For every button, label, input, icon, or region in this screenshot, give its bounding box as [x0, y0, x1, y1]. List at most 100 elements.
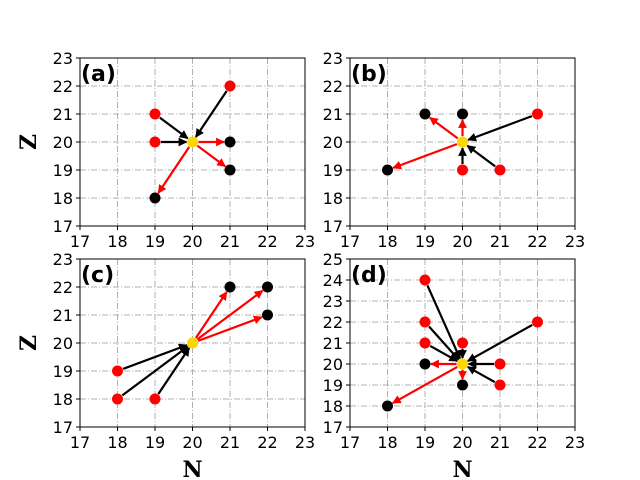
x-tick-label: 22 — [257, 232, 277, 251]
red-point — [494, 164, 506, 176]
y-tick-label: 24 — [323, 271, 343, 290]
x-tick-label: 20 — [452, 433, 472, 452]
x-tick-label: 21 — [220, 232, 240, 251]
center-point — [187, 136, 198, 148]
center-point — [457, 136, 468, 148]
red-point — [419, 316, 431, 328]
y-tick-label: 22 — [323, 313, 343, 332]
black-arrow — [426, 285, 462, 360]
y-tick-label: 19 — [53, 362, 73, 381]
black-point — [262, 309, 273, 321]
black-point — [419, 108, 431, 120]
x-tick-label: 20 — [182, 232, 202, 251]
x-tick-label: 17 — [70, 433, 90, 452]
y-tick-label: 19 — [323, 161, 343, 180]
panel-b: 17 18 19 20 21 22 23 17 18 19 20 21 22 23 (b) — [323, 49, 586, 251]
black-point — [419, 358, 431, 370]
x-tick-label: 19 — [415, 232, 435, 251]
red-point — [419, 274, 431, 286]
red-point — [419, 337, 431, 349]
panel-a: 17 18 19 20 21 22 23 17 18 19 20 21 22 23 (a) Z — [16, 49, 315, 251]
red-point — [494, 379, 506, 391]
red-point — [224, 80, 236, 92]
red-point — [494, 358, 506, 370]
red-point — [149, 393, 161, 405]
red-point — [532, 108, 543, 120]
y-axis-label: Z — [16, 134, 42, 150]
black-point — [382, 164, 393, 176]
x-tick-label: 23 — [295, 433, 315, 452]
black-point — [382, 400, 393, 412]
black-point — [457, 108, 468, 120]
x-tick-label: 21 — [490, 433, 510, 452]
x-tick-label: 17 — [340, 232, 360, 251]
x-tick-label: 22 — [527, 433, 547, 452]
y-tick-label: 23 — [53, 250, 73, 269]
plot-frame — [349, 258, 576, 428]
y-tick-label: 18 — [323, 189, 343, 208]
x-tick-label: 20 — [182, 433, 202, 452]
black-point — [262, 281, 273, 293]
x-tick-label: 18 — [377, 433, 397, 452]
y-axis-label: Z — [16, 335, 42, 351]
y-tick-label: 20 — [323, 133, 343, 152]
red-point — [457, 337, 468, 349]
y-tick-label: 23 — [323, 292, 343, 311]
black-arrow — [159, 116, 189, 140]
black-point — [224, 136, 236, 148]
y-tick-label: 17 — [323, 418, 343, 437]
red-point — [149, 108, 161, 120]
black-arrow — [467, 115, 533, 142]
red-point — [149, 136, 161, 148]
y-tick-label: 22 — [53, 278, 73, 297]
y-tick-label: 19 — [53, 161, 73, 180]
x-tick-label: 19 — [415, 433, 435, 452]
x-tick-label: 19 — [145, 232, 165, 251]
y-tick-label: 19 — [323, 376, 343, 395]
red-arrow — [429, 116, 459, 140]
panel-label: (a) — [81, 62, 116, 87]
x-axis-label: N — [452, 457, 472, 480]
y-tick-label: 21 — [323, 334, 343, 353]
plot-frame — [79, 258, 306, 428]
x-tick-label: 21 — [490, 232, 510, 251]
black-arrow — [429, 344, 459, 363]
red-arrow — [157, 146, 191, 194]
y-tick-label: 18 — [53, 189, 73, 208]
x-tick-label: 23 — [565, 232, 585, 251]
red-arrow — [194, 291, 228, 339]
red-point — [112, 365, 123, 377]
y-tick-label: 20 — [53, 133, 73, 152]
y-tick-label: 17 — [53, 418, 73, 437]
black-point — [149, 192, 161, 204]
y-tick-label: 22 — [323, 77, 343, 96]
red-arrow — [196, 289, 264, 341]
black-arrow — [466, 323, 533, 363]
panel-d: 17 18 19 20 21 22 23 17 18 19 20 21 22 23 24 25 (d) N — [323, 250, 586, 480]
y-tick-label: 25 — [323, 250, 343, 269]
x-tick-label: 21 — [220, 433, 240, 452]
y-tick-label: 23 — [53, 49, 73, 68]
y-tick-label: 20 — [53, 334, 73, 353]
red-arrow — [196, 144, 226, 168]
panel-label: (c) — [81, 263, 114, 288]
y-tick-label: 21 — [53, 105, 73, 124]
x-tick-label: 17 — [70, 232, 90, 251]
center-point — [457, 358, 468, 370]
y-tick-label: 18 — [53, 390, 73, 409]
red-arrow — [392, 143, 458, 170]
x-axis-label: N — [182, 457, 202, 480]
panel-label: (b) — [351, 62, 387, 87]
red-point — [112, 393, 123, 405]
black-point — [224, 164, 236, 176]
y-tick-label: 17 — [323, 217, 343, 236]
red-arrow — [197, 315, 263, 342]
black-arrow — [157, 347, 191, 395]
black-arrow — [194, 90, 228, 138]
y-tick-label: 18 — [323, 397, 343, 416]
red-point — [457, 164, 468, 176]
x-tick-label: 18 — [107, 433, 127, 452]
x-tick-label: 22 — [257, 433, 277, 452]
y-tick-label: 20 — [323, 355, 343, 374]
